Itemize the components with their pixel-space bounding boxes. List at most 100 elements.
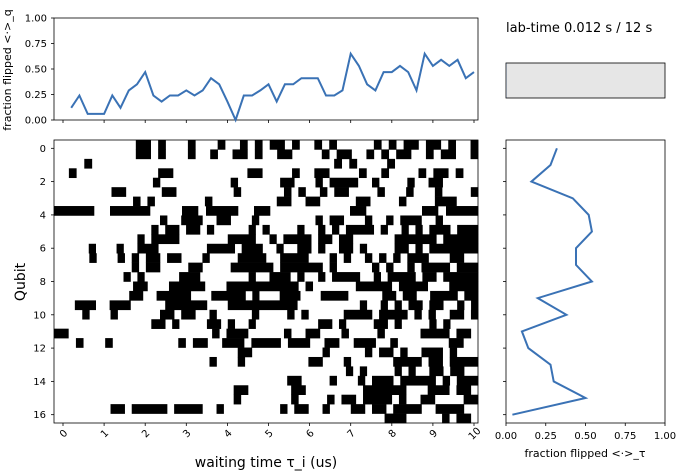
- heatmap-cell: [251, 215, 260, 226]
- heatmap-cell: [74, 300, 96, 311]
- heatmap-cell: [211, 290, 246, 301]
- heatmap-cell: [381, 168, 390, 179]
- heatmap-cell: [187, 140, 196, 150]
- heatmap-cell: [165, 224, 180, 235]
- heatmap-cell: [277, 149, 293, 160]
- heatmap-cell: [429, 366, 444, 377]
- heatmap-cell: [319, 187, 328, 197]
- heatmap-cell: [373, 140, 382, 150]
- heatmap-cell: [435, 404, 465, 414]
- heatmap-cell: [233, 394, 242, 405]
- heatmap-cell: [291, 385, 306, 395]
- heatmap-cell: [425, 149, 434, 160]
- heatmap-cell: [425, 140, 442, 150]
- heatmap-cell: [387, 158, 396, 169]
- heatmap-cell: [226, 281, 299, 292]
- heatmap-cell: [152, 177, 161, 188]
- heatmap-cell: [283, 187, 292, 197]
- heatmap-cell: [318, 272, 326, 282]
- heatmap-cell: [287, 309, 295, 320]
- heatmap-cell: [341, 394, 357, 405]
- heatmap-xtick-label: 6: [305, 428, 317, 440]
- heatmap-cell: [269, 234, 277, 245]
- top-plot: 0.00 0.25 0.50 0.75 1.00 fraction flipped <·…: [1, 9, 479, 131]
- side-series-line: [512, 147, 594, 416]
- heatmap-cell: [364, 215, 373, 226]
- heatmap-cell: [415, 224, 423, 235]
- heatmap-cell: [135, 140, 151, 150]
- heatmap-cell: [145, 262, 161, 273]
- heatmap-cell: [380, 300, 388, 311]
- heatmap-cell: [206, 243, 236, 254]
- heatmap-cell: [357, 375, 366, 386]
- heatmap-xtick-label: 3: [181, 428, 193, 440]
- heatmap-xtick-label: 10: [467, 426, 484, 443]
- heatmap-cell: [349, 158, 358, 169]
- heatmap-cell: [428, 309, 436, 320]
- heatmap-cell: [210, 149, 218, 160]
- heatmap-cell: [332, 224, 340, 235]
- heatmap-xtick-label: 8: [387, 428, 399, 440]
- heatmap-cell: [131, 253, 140, 263]
- heatmap-cell: [165, 300, 208, 311]
- heatmap-cell: [280, 262, 323, 273]
- heatmap-cell: [75, 338, 84, 348]
- heatmap-cell: [379, 309, 408, 320]
- heatmap-cell: [237, 253, 267, 263]
- heatmap-cell: [318, 243, 326, 254]
- heatmap-cell: [131, 262, 140, 273]
- heatmap-cell: [449, 356, 479, 367]
- heatmap-cell: [168, 281, 206, 292]
- heatmap-cell: [287, 338, 311, 348]
- heatmap-xtick-label: 1: [99, 428, 111, 440]
- heatmap-cell: [178, 338, 186, 348]
- heatmap-cell: [230, 262, 274, 273]
- heatmap-cell: [398, 394, 407, 405]
- heatmap-cell: [137, 272, 145, 282]
- heatmap-ytick-label: 8: [40, 277, 46, 288]
- heatmap-cell: [408, 300, 423, 311]
- heatmap-cell: [109, 300, 131, 311]
- heatmap-cell: [448, 140, 456, 150]
- heatmap-cell: [294, 404, 309, 414]
- heatmap-cell: [470, 140, 479, 150]
- heatmap-cell: [84, 158, 93, 169]
- heatmap-cell: [111, 187, 127, 197]
- heatmap-cell: [204, 196, 213, 207]
- heatmap-cell: [156, 290, 192, 301]
- heatmap-cell: [343, 253, 352, 263]
- heatmap-cell: [386, 262, 394, 273]
- top-ylabel: fraction flipped <·>_q: [1, 9, 14, 130]
- heatmap-cell: [429, 243, 479, 254]
- heatmap-cell: [147, 196, 155, 207]
- heatmap-cell: [334, 158, 343, 169]
- heatmap-ylabel: Qubit: [13, 262, 29, 301]
- heatmap-cell: [456, 385, 472, 395]
- heatmap-cell: [382, 290, 397, 301]
- heatmap-cell: [291, 394, 299, 405]
- heatmap-cell: [308, 356, 323, 367]
- heatmap-cell: [377, 328, 385, 339]
- heatmap-cell: [430, 290, 458, 301]
- heatmap-cell: [418, 168, 427, 179]
- heatmap-cell: [359, 366, 368, 377]
- heatmap-cell: [181, 309, 196, 320]
- heatmap-cell: [434, 187, 443, 197]
- heatmap-cell: [384, 413, 407, 424]
- heatmap-cell: [110, 309, 118, 320]
- heatmap-ytick-label: 2: [40, 177, 46, 188]
- heatmap-cell: [327, 394, 335, 405]
- heatmap-cell: [420, 328, 450, 339]
- heatmap-cell: [151, 319, 166, 329]
- heatmap-cell: [442, 413, 450, 424]
- heatmap-cell: [329, 215, 345, 226]
- heatmap-cell: [172, 319, 180, 329]
- heatmap-cell: [345, 224, 375, 235]
- heatmap-cell: [387, 272, 416, 282]
- heatmap-cell: [232, 149, 248, 160]
- heatmap-cell: [262, 224, 270, 235]
- heatmap-cell: [470, 187, 479, 197]
- heatmap-cell: [287, 375, 302, 386]
- heatmap-cell: [443, 234, 479, 245]
